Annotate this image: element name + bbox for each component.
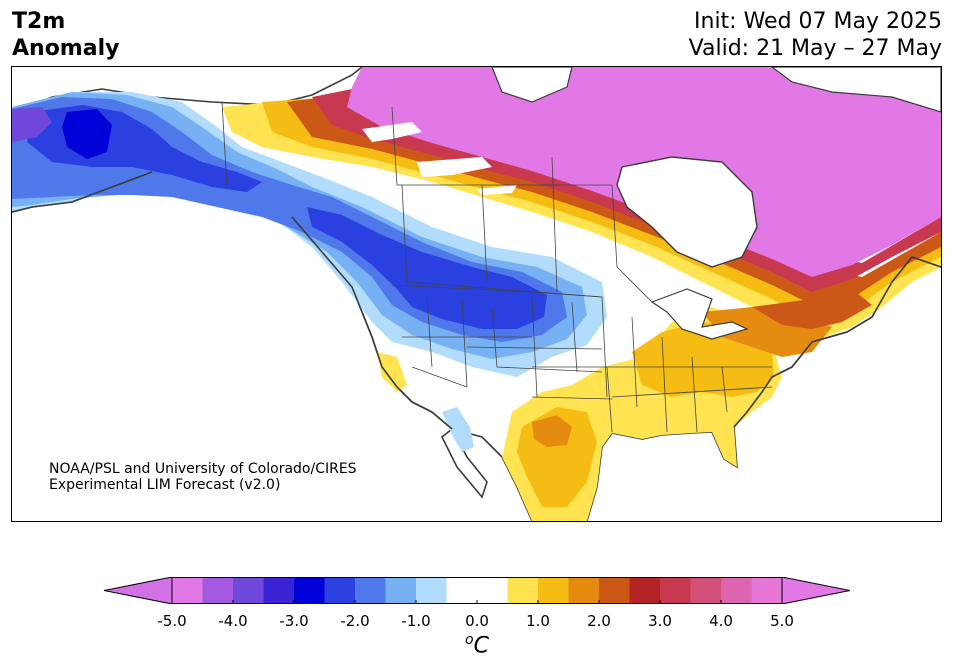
anom-neg-2_5b	[307, 207, 547, 329]
colorbar-segment	[416, 577, 447, 604]
lake-bear	[362, 122, 422, 142]
colorbar-tick-label: 3.0	[648, 612, 672, 630]
great-lakes	[650, 288, 749, 340]
colorbar-segment	[538, 577, 569, 604]
colorbar-segment	[294, 577, 325, 604]
coastlines	[12, 171, 941, 430]
anom-ca-neg	[442, 407, 474, 452]
colorbar-tick-label: -2.0	[340, 612, 370, 630]
colorbar-segment	[629, 577, 661, 604]
colorbar-segment	[385, 577, 417, 604]
colorbar-tick-label: 5.0	[770, 612, 794, 630]
colorbar-svg	[103, 576, 851, 605]
unit-degree: o	[465, 632, 474, 648]
colorbar-segment	[568, 577, 600, 604]
colorbar-segment	[172, 577, 203, 604]
colorbar-over-triangle	[781, 576, 851, 605]
anomaly-map	[11, 66, 942, 522]
unit-letter: C	[473, 633, 489, 659]
colorbar-segment	[660, 577, 691, 604]
credit-line-1: NOAA/PSL and University of Colorado/CIRE…	[49, 461, 357, 477]
lake-slave	[417, 157, 492, 177]
colorbar-tick-label: -5.0	[157, 612, 187, 630]
anom-us-pos-3	[532, 415, 572, 447]
colorbar-unit: oC	[465, 632, 489, 658]
colorbar-segment	[263, 577, 295, 604]
anom-ca-pos	[377, 352, 407, 392]
colorbar-segment	[599, 577, 630, 604]
colorbar-segment	[507, 577, 539, 604]
anom-ne-pos-2	[752, 289, 872, 329]
colorbar-segment	[233, 577, 264, 604]
colorbar-tick-label: -3.0	[279, 612, 309, 630]
colorbar-tick-label: -4.0	[218, 612, 248, 630]
anom-neg-4	[12, 107, 52, 142]
hudson-bay	[616, 156, 758, 268]
map-title: T2m Anomaly	[12, 8, 119, 62]
colorbar-tick-label: 1.0	[526, 612, 550, 630]
colorbar-segment	[446, 577, 478, 604]
colorbar-segment	[721, 577, 752, 604]
colorbar-tick-label: 4.0	[709, 612, 733, 630]
admin-boundaries	[221, 101, 773, 433]
colorbar-tick-label: 0.0	[465, 612, 489, 630]
forecast-dates: Init: Wed 07 May 2025 Valid: 21 May – 27…	[689, 8, 942, 62]
map-svg	[12, 67, 941, 521]
colorbar	[103, 576, 851, 605]
colorbar-tick-label: -1.0	[401, 612, 431, 630]
colorbar-segment	[477, 577, 508, 604]
colorbar-segment	[202, 577, 234, 604]
arctic-water-1	[491, 67, 573, 103]
colorbar-tick-label: 2.0	[587, 612, 611, 630]
colorbar-segment	[690, 577, 722, 604]
colorbar-segment	[324, 577, 356, 604]
title-anomaly: Anomaly	[12, 36, 120, 61]
title-variable: T2m	[12, 9, 66, 34]
colorbar-under-triangle	[103, 576, 173, 605]
init-date: Init: Wed 07 May 2025	[694, 9, 942, 34]
colorbar-segment	[751, 577, 783, 604]
colorbar-segment	[355, 577, 386, 604]
arctic-water-2	[771, 67, 941, 113]
lake-athabasca	[477, 185, 517, 195]
credit-text: NOAA/PSL and University of Colorado/CIRE…	[49, 461, 357, 493]
credit-line-2: Experimental LIM Forecast (v2.0)	[49, 477, 281, 493]
anom-neg-3	[62, 109, 112, 159]
valid-range: Valid: 21 May – 27 May	[688, 36, 942, 61]
